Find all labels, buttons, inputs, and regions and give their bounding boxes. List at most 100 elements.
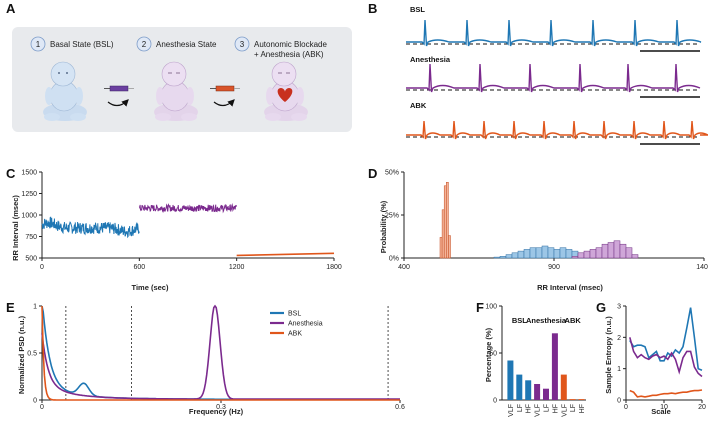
g-ylabel: Sample Entropy (n.u.) bbox=[604, 316, 613, 394]
d-bar-bsl bbox=[565, 249, 573, 259]
baby-anesthesia-illustration bbox=[154, 61, 198, 121]
panel-a: 1 Basal State (BSL) 2 Anesthesia State 3… bbox=[12, 27, 352, 132]
step-1-label: Basal State (BSL) bbox=[50, 40, 114, 49]
e-xtick-label: 0.3 bbox=[216, 404, 226, 411]
f-group-label: ABK bbox=[565, 316, 582, 325]
c-ylabel: RR Interval (msec) bbox=[11, 195, 20, 261]
g-series-bsl bbox=[629, 307, 703, 371]
g-ytick-label: 2 bbox=[617, 335, 621, 342]
g-ytick-label: 3 bbox=[617, 304, 621, 311]
f-category-label: VLF bbox=[535, 404, 542, 417]
f-category-label: HF bbox=[526, 404, 533, 413]
f-category-label: HF bbox=[552, 404, 559, 413]
panel-c-chart: Time (sec) RR Interval (msec) 0 600 1200 18… bbox=[11, 170, 342, 293]
d-bar-abk bbox=[439, 237, 443, 259]
d-bar-abk bbox=[441, 209, 445, 259]
d-bar-anesthesia bbox=[631, 254, 639, 259]
d-xtick-label: 900 bbox=[548, 264, 560, 271]
panel-d-chart: RR Interval (msec) Probability (%) 400 90… bbox=[379, 170, 708, 293]
f-category-label: LF bbox=[517, 404, 524, 412]
step-2-number: 2 bbox=[142, 40, 147, 49]
e-xtick-label: 0 bbox=[40, 404, 44, 411]
d-bar-anesthesia bbox=[589, 249, 597, 259]
e-ylabel: Normalized PSD (n.u.) bbox=[17, 315, 26, 394]
f-ytick-label: 100 bbox=[485, 304, 497, 311]
f-category-label: VLF bbox=[508, 404, 515, 417]
g-series-anesthesia bbox=[629, 337, 703, 378]
step-3-number: 3 bbox=[240, 40, 245, 49]
c-xtick-label: 1200 bbox=[229, 264, 245, 271]
g-xtick-label: 20 bbox=[698, 404, 706, 411]
e-ytick-label: 1 bbox=[33, 304, 37, 311]
f-bar bbox=[569, 399, 576, 400]
panel-g-chart: Scale Sample Entropy (n.u.) 0 10 20 0 1 2 3 bbox=[604, 304, 706, 417]
d-ylabel: Probability (%) bbox=[379, 200, 388, 253]
f-bar bbox=[525, 380, 532, 400]
c-xlabel: Time (sec) bbox=[132, 283, 169, 292]
d-bar-abk bbox=[448, 235, 451, 259]
e-series-anesthesia bbox=[41, 304, 400, 400]
d-bar-anesthesia bbox=[613, 240, 621, 259]
f-category-label: LF bbox=[570, 404, 577, 412]
f-group-label: Anesthesia bbox=[526, 316, 567, 325]
e-legend-label: Anesthesia bbox=[288, 321, 323, 328]
panel-label-f: F bbox=[476, 300, 484, 315]
e-series-abk bbox=[41, 305, 400, 401]
c-ytick-label: 750 bbox=[25, 234, 37, 241]
d-ytick-label: 50% bbox=[385, 170, 399, 177]
e-legend-label: ABK bbox=[288, 331, 302, 338]
c-series-abk bbox=[236, 252, 335, 257]
g-series-abk bbox=[629, 389, 703, 398]
panel-e-chart: Frequency (Hz) Normalized PSD (n.u.) 0 0.… bbox=[17, 304, 405, 417]
d-bar-abk bbox=[446, 182, 449, 259]
trace-label-bsl: BSL bbox=[410, 5, 425, 14]
panel-b: BSL Anesthesia ABK bbox=[406, 5, 708, 145]
d-bar-bsl bbox=[523, 249, 531, 259]
d-bar-bsl bbox=[529, 247, 537, 259]
d-bar-bsl bbox=[535, 247, 543, 259]
f-bar bbox=[516, 374, 523, 400]
d-bar-bsl bbox=[493, 256, 501, 259]
d-bar-bsl bbox=[559, 247, 567, 259]
d-bar-bsl bbox=[505, 254, 513, 259]
d-bar-anesthesia bbox=[595, 247, 603, 259]
e-ytick-label: 0 bbox=[33, 398, 37, 405]
c-xtick-label: 0 bbox=[40, 264, 44, 271]
baby-bsl-illustration bbox=[43, 61, 87, 121]
f-category-label: HF bbox=[579, 404, 586, 413]
d-bar-bsl bbox=[541, 245, 549, 259]
d-bar-bsl bbox=[547, 247, 555, 259]
step-2-badge bbox=[136, 36, 152, 52]
e-ytick-label: 0.5 bbox=[27, 351, 37, 358]
d-xtick-label: 400 bbox=[398, 264, 410, 271]
d-bar-anesthesia bbox=[619, 243, 627, 259]
c-xtick-label: 600 bbox=[133, 264, 145, 271]
step-2-label: Anesthesia State bbox=[156, 40, 217, 49]
e-xlabel: Frequency (Hz) bbox=[189, 407, 244, 416]
d-bar-anesthesia bbox=[601, 243, 609, 259]
trace-label-anesthesia: Anesthesia bbox=[410, 55, 451, 64]
arrow-icon bbox=[213, 99, 235, 107]
f-bar bbox=[578, 399, 585, 400]
g-xlabel: Scale bbox=[651, 407, 671, 416]
d-bar-abk bbox=[443, 185, 447, 259]
trace-label-abk: ABK bbox=[410, 101, 427, 110]
d-bar-anesthesia bbox=[625, 247, 633, 259]
step-1-number: 1 bbox=[36, 40, 41, 49]
g-xtick-label: 0 bbox=[624, 404, 628, 411]
step-1-badge bbox=[30, 36, 46, 52]
arrow-icon bbox=[107, 99, 129, 107]
baby-abk-illustration bbox=[264, 61, 308, 121]
c-series-bsl bbox=[41, 216, 140, 239]
d-bar-bsl bbox=[517, 250, 525, 259]
d-bar-anesthesia bbox=[583, 250, 591, 259]
syringe-icon bbox=[104, 85, 134, 92]
d-ytick-label: 0% bbox=[389, 256, 399, 263]
step-3-label-line1: Autonomic Blockade bbox=[254, 40, 327, 49]
d-ytick-label: 25% bbox=[385, 213, 399, 220]
f-group-label: BSL bbox=[512, 316, 527, 325]
panel-label-a: A bbox=[6, 1, 16, 16]
heart-icon bbox=[277, 88, 293, 102]
